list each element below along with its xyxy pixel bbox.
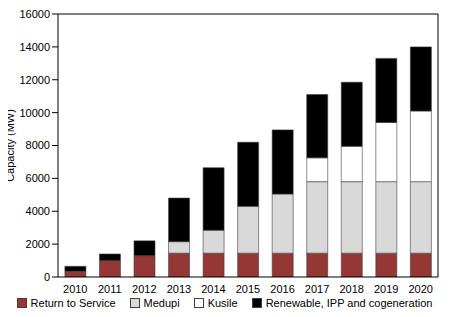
svg-text:2018: 2018 (339, 283, 363, 295)
html-text:Kusile: Kusile (207, 297, 238, 309)
html-text:Medupi: Medupi (143, 297, 180, 309)
svg-text:2000: 2000 (26, 238, 50, 250)
svg-text:2017: 2017 (305, 283, 329, 295)
svg-text:2015: 2015 (236, 283, 260, 295)
svg-text:2013: 2013 (167, 283, 191, 295)
svg-text:10000: 10000 (19, 107, 50, 119)
svg-text:6000: 6000 (26, 172, 50, 184)
svg-text:2014: 2014 (201, 283, 225, 295)
html-text:Renewable, IPP and cogeneratio: Renewable, IPP and cogeneration (265, 297, 433, 309)
svg-text:14000: 14000 (19, 41, 50, 53)
svg-text:2019: 2019 (374, 283, 398, 295)
svg-text:12000: 12000 (19, 74, 50, 86)
svg-text:2012: 2012 (132, 283, 156, 295)
svg-text:8000: 8000 (26, 139, 50, 151)
svg-text:0: 0 (44, 271, 50, 283)
html-text:Return to Service: Return to Service (30, 297, 116, 309)
svg-text:2010: 2010 (63, 283, 87, 295)
svg-text:4000: 4000 (26, 205, 50, 217)
svg-text:2020: 2020 (408, 283, 432, 295)
svg-text:Capacity (MW): Capacity (MW) (8, 109, 16, 182)
svg-text:2016: 2016 (270, 283, 294, 295)
svg-text:16000: 16000 (19, 8, 50, 20)
svg-text:2011: 2011 (98, 283, 122, 295)
